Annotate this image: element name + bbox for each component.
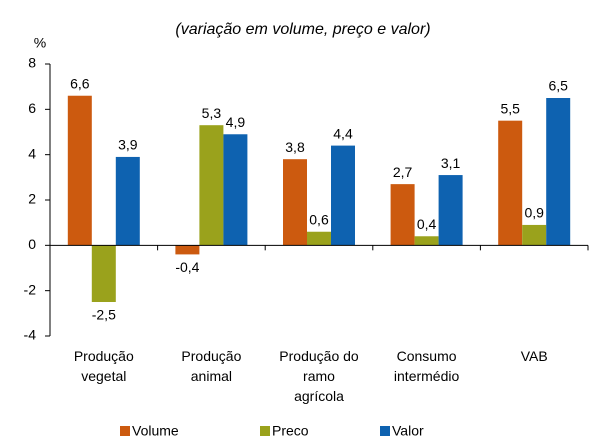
x-tick-label-line: ramo: [303, 368, 335, 384]
x-tick-label-line: Produção: [181, 348, 241, 364]
value-label: 0,9: [524, 205, 544, 221]
y-tick-label: 4: [28, 145, 36, 161]
bar: [498, 120, 523, 246]
x-tick-label-line: Produção do: [279, 348, 359, 364]
chart-title: (variação em volume, preço e valor): [175, 21, 430, 38]
value-label: -0,4: [175, 259, 199, 275]
legend-label: Valor: [392, 423, 424, 439]
value-label: 5,5: [500, 100, 520, 116]
legend-swatch: [380, 426, 390, 436]
x-tick-label-line: intermédio: [394, 368, 460, 384]
x-tick-label: Consumo intermédio: [394, 348, 460, 384]
bar: [438, 175, 463, 246]
x-tick-label-line: vegetal: [81, 368, 126, 384]
value-label: 6,5: [548, 78, 568, 94]
bar: [115, 156, 140, 246]
bar: [223, 134, 248, 246]
x-tick-label-line: Produção: [74, 348, 134, 364]
legend-swatch: [260, 426, 270, 436]
value-label: 0,6: [309, 211, 329, 227]
y-tick-label: 0: [28, 236, 36, 252]
y-tick-label: -2: [24, 281, 37, 297]
x-tick-label: Produção do ramo agrícola: [279, 348, 359, 404]
bar: [67, 95, 92, 246]
value-label: 4,9: [226, 114, 246, 130]
bar: [546, 98, 571, 246]
x-tick-label: Produção vegetal: [74, 348, 134, 384]
legend-label: Preco: [272, 423, 309, 439]
x-tick-label: Produção animal: [181, 348, 241, 384]
value-label: 3,8: [285, 139, 305, 155]
legend-swatch: [120, 426, 130, 436]
x-tick-label: VAB: [521, 348, 548, 364]
legend-label: Volume: [132, 423, 179, 439]
y-tick-label: -4: [24, 327, 37, 343]
bar: [414, 236, 439, 246]
y-tick-label: 6: [28, 100, 36, 116]
bar: [522, 224, 547, 246]
y-axis-label: %: [34, 35, 46, 51]
value-label: 3,9: [118, 137, 138, 153]
bar: [91, 245, 116, 302]
value-label: 6,6: [70, 75, 90, 91]
bar: [390, 184, 415, 246]
value-label: 5,3: [202, 105, 222, 121]
y-tick-label: 8: [28, 55, 36, 71]
x-tick-label-line: Consumo: [397, 348, 457, 364]
y-tick-label: 2: [28, 191, 36, 207]
bar: [199, 125, 224, 246]
bar: [307, 231, 331, 246]
bar: [331, 145, 355, 246]
value-label: 3,1: [441, 155, 461, 171]
value-label: 0,4: [417, 216, 437, 232]
bar: [283, 159, 307, 246]
x-tick-label-line: VAB: [521, 348, 548, 364]
value-label: 4,4: [333, 125, 353, 141]
x-tick-label-line: agrícola: [294, 388, 344, 404]
value-label: 2,7: [393, 164, 413, 180]
value-label: -2,5: [92, 307, 116, 323]
x-tick-label-line: animal: [191, 368, 232, 384]
bar: [175, 245, 200, 255]
